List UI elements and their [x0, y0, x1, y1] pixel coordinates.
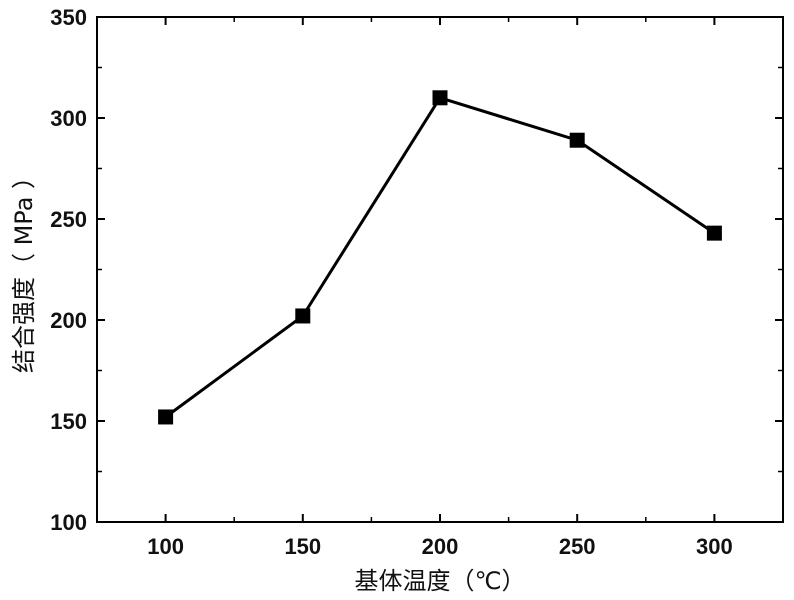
- x-tick-label: 100: [147, 534, 184, 559]
- series-line: [164, 96, 716, 419]
- x-tick-label: 150: [284, 534, 321, 559]
- tick-marks: [96, 16, 784, 523]
- tick-labels: 100 150 200 250 300 350 100 150 200 250 300: [50, 5, 732, 559]
- y-tick-label: 250: [50, 207, 87, 232]
- data-point: [432, 90, 448, 106]
- data-markers: [158, 90, 722, 425]
- y-tick-label: 350: [50, 5, 87, 30]
- x-tick-label: 200: [422, 534, 459, 559]
- y-tick-label: 300: [50, 106, 87, 131]
- data-point: [706, 225, 722, 241]
- x-tick-label: 300: [696, 534, 733, 559]
- data-point: [295, 308, 311, 324]
- data-point: [158, 409, 174, 425]
- x-tick-label: 250: [559, 534, 596, 559]
- x-axis-title: 基体温度（℃）: [355, 567, 526, 595]
- y-tick-label: 150: [50, 409, 87, 434]
- data-point: [569, 132, 585, 148]
- y-tick-label: 200: [50, 308, 87, 333]
- y-tick-label: 100: [50, 510, 87, 535]
- y-axis-title: 结合强度（ MPa ）: [10, 165, 38, 373]
